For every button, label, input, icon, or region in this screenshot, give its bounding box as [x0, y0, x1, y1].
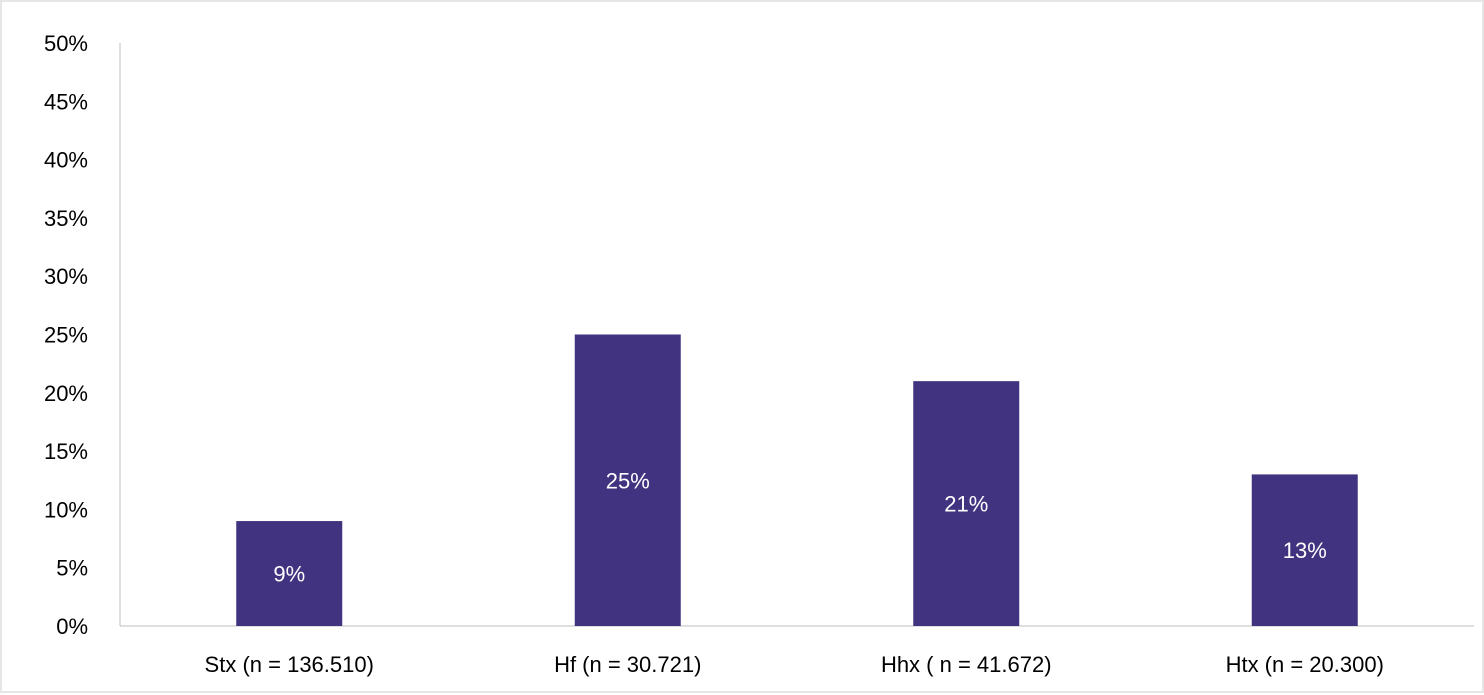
- y-tick-label: 10%: [44, 497, 88, 522]
- bars: [236, 334, 1358, 626]
- axes: [119, 43, 1474, 627]
- category-labels: Stx (n = 136.510) Hf (n = 30.721) Hhx ( n …: [205, 652, 1384, 677]
- data-label: 9%: [273, 562, 305, 587]
- y-tick-label: 35%: [44, 206, 88, 231]
- y-tick-label: 25%: [44, 323, 88, 348]
- bar: [1251, 474, 1358, 626]
- y-axis-ticks: 0% 5% 10% 15% 20% 25% 30% 35% 40% 45% 50%: [44, 31, 88, 639]
- data-label: 21%: [944, 492, 988, 517]
- category-label: Hhx ( n = 41.672): [881, 652, 1052, 677]
- y-tick-label: 30%: [44, 264, 88, 289]
- y-tick-label: 0%: [56, 614, 88, 639]
- bar: [913, 381, 1020, 626]
- y-tick-label: 5%: [56, 556, 88, 581]
- y-tick-label: 20%: [44, 381, 88, 406]
- data-label: 25%: [606, 468, 650, 493]
- data-label: 13%: [1283, 538, 1327, 563]
- y-tick-label: 50%: [44, 31, 88, 56]
- data-labels: 9% 25% 21% 13%: [273, 468, 1326, 586]
- category-label: Hf (n = 30.721): [554, 652, 701, 677]
- y-tick-label: 40%: [44, 148, 88, 173]
- category-label: Htx (n = 20.300): [1226, 652, 1384, 677]
- bar: [236, 521, 343, 626]
- bar: [574, 334, 681, 626]
- category-label: Stx (n = 136.510): [205, 652, 374, 677]
- y-tick-label: 45%: [44, 89, 88, 114]
- y-tick-label: 15%: [44, 439, 88, 464]
